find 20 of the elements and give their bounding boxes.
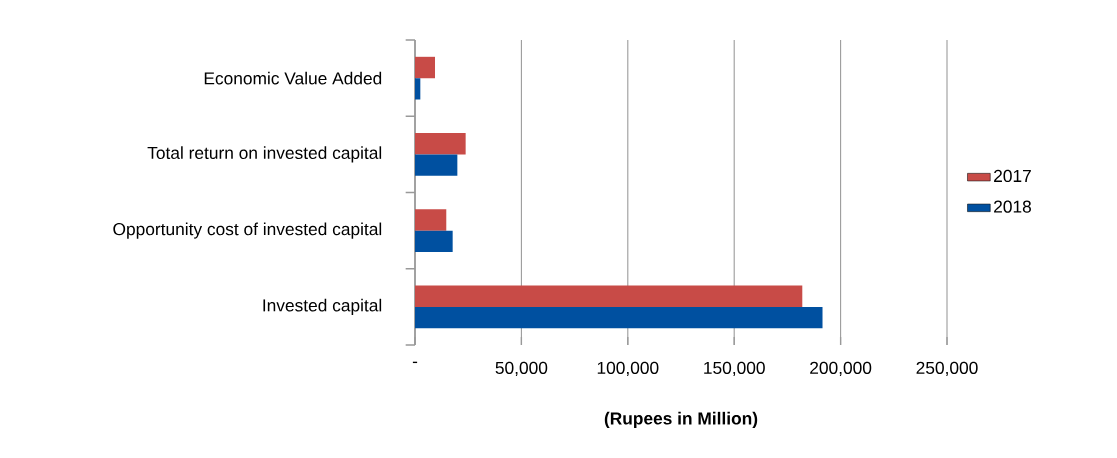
x-tick-label: 50,000 xyxy=(495,361,548,377)
x-tick-label: 150,000 xyxy=(704,361,765,377)
legend-label: 2017 xyxy=(994,169,1031,183)
y-tick-label: Total return on invested capital xyxy=(147,146,382,163)
bar xyxy=(415,209,447,231)
bar xyxy=(415,133,466,155)
y-tick-label: Opportunity cost of invested capital xyxy=(113,222,382,239)
x-tick-label: 250,000 xyxy=(916,361,978,377)
y-tick-label: Economic Value Added xyxy=(204,71,382,85)
x-axis-title: (Rupees in Million) xyxy=(604,411,758,429)
bar xyxy=(415,230,453,252)
bar xyxy=(415,56,436,79)
y-tick-label: Invested capital xyxy=(263,298,382,315)
x-tick-label: - xyxy=(412,361,418,364)
x-tick-label: 100,000 xyxy=(597,361,659,377)
legend-label: 2018 xyxy=(994,200,1031,213)
bar xyxy=(415,306,823,329)
bar xyxy=(415,154,458,176)
bar xyxy=(415,285,803,307)
x-tick-label: 200,000 xyxy=(810,361,872,377)
